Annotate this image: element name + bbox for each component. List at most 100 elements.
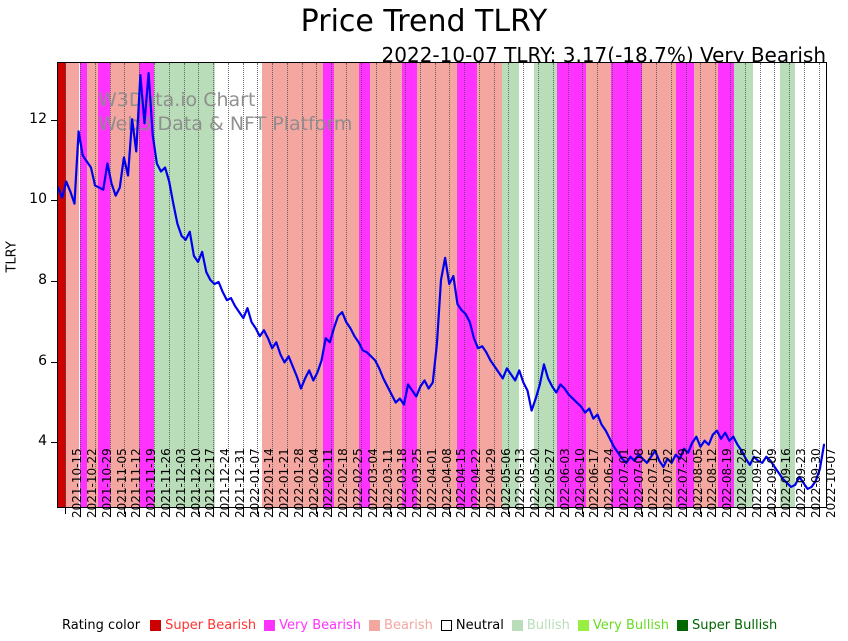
rating-band [733,63,754,507]
x-tick-mark [538,508,539,514]
x-tick-label: 2022-03-18 [395,448,410,518]
rating-band [138,63,154,507]
x-tick-mark [464,508,466,514]
x-tick-label: 2022-02-11 [321,448,336,518]
gridline-vertical [331,63,333,507]
x-tick-label: 2022-01-14 [262,448,277,518]
x-tick-mark [242,508,244,514]
rating-band [641,63,677,507]
x-tick-label: 2022-03-04 [365,448,380,518]
legend-entry[interactable]: Bearish [369,618,433,633]
x-tick-mark [168,508,170,514]
legend-entry[interactable]: Neutral [440,617,504,633]
rating-band [97,63,111,507]
y-tick-mark [51,442,57,444]
legend-label: Super Bearish [165,617,257,633]
x-tick-mark [582,508,584,514]
legend-entry[interactable]: Very Bullish [577,618,669,633]
x-tick-mark [567,508,569,514]
x-tick-mark [346,508,347,514]
x-tick-mark [611,508,613,514]
x-tick-mark [774,508,776,514]
x-tick-label: 2022-06-10 [572,448,587,518]
page-title: Price Trend TLRY [300,4,548,39]
gridline-vertical [597,63,599,507]
legend-label: Bearish [384,617,433,633]
x-tick-mark [670,508,672,514]
rating-band [369,63,403,507]
x-tick-label: 2022-01-07 [247,448,262,518]
x-tick-mark [478,508,480,514]
gridline-vertical [552,63,554,507]
legend-label: Very Bearish [279,617,362,633]
x-tick-label: 2022-04-29 [483,448,498,518]
rating-band [215,63,262,507]
legend-swatch [150,619,162,631]
rating-band [79,63,88,507]
x-tick-mark [257,508,259,514]
x-tick-label: 2022-07-08 [631,448,646,518]
gridline-vertical [538,63,539,507]
gridline-vertical [124,63,126,507]
x-tick-label: 2022-08-12 [705,448,720,518]
x-tick-mark [154,508,155,514]
rating-band [534,63,558,507]
legend-entry[interactable]: Super Bullish [676,618,777,633]
rating-band [417,63,458,507]
x-tick-label: 2021-10-22 [85,448,100,518]
x-tick-mark [272,508,274,514]
x-tick-mark [301,508,303,514]
x-tick-label: 2022-07-01 [616,448,631,518]
gridline-vertical [478,63,480,507]
rating-band [610,63,642,507]
x-tick-mark [183,508,185,514]
plot-area[interactable]: W3Data.io Chart Web3 Data & NFT Platform [57,62,827,508]
gridline-vertical [774,63,776,507]
x-tick-mark [360,508,362,514]
y-tick-mark [51,361,57,363]
x-tick-label: 2022-02-04 [306,448,321,518]
gridline-vertical [272,63,274,507]
rating-band [795,63,826,507]
legend-entry[interactable]: Very Bearish [264,618,361,633]
rating-band [58,63,66,507]
legend-title: Rating color [62,617,141,633]
gridline-vertical [183,63,185,507]
x-tick-mark [405,508,407,514]
x-tick-label: 2021-12-03 [173,448,188,518]
x-tick-mark [759,508,761,514]
x-tick-label: 2022-08-19 [720,448,735,518]
x-tick-label: 2022-07-22 [661,448,676,518]
legend-entry[interactable]: Super Bearish [150,618,256,633]
x-tick-mark [685,508,687,514]
rating-band [261,63,323,507]
x-tick-mark [80,508,82,514]
x-tick-label: 2022-10-07 [823,448,838,518]
rating-band [154,63,216,507]
gridline-vertical [434,63,436,507]
x-tick-label: 2022-09-30 [808,448,823,518]
rating-bands-layer [58,63,826,507]
gridline-vertical [567,63,569,507]
gridline-vertical [94,63,96,507]
y-tick-label: 10 [29,191,47,208]
x-tick-label: 2022-04-15 [454,448,469,518]
x-tick-label: 2022-06-03 [557,448,572,518]
x-tick-label: 2022-09-09 [764,448,779,518]
x-tick-mark [803,508,805,514]
legend-label: Neutral [455,617,504,633]
x-tick-mark [744,508,746,514]
x-tick-label: 2022-09-02 [749,448,764,518]
gridline-vertical [818,63,820,507]
gridline-vertical [405,63,407,507]
x-tick-label: 2021-10-15 [70,448,85,518]
gridlines-layer [58,63,826,507]
x-tick-mark [227,508,229,514]
gridline-vertical [80,63,82,507]
x-tick-label: 2022-09-16 [779,448,794,518]
x-tick-label: 2022-04-01 [424,448,439,518]
legend-entry[interactable]: Bullish [511,618,570,633]
x-tick-label: 2021-12-31 [232,448,247,518]
